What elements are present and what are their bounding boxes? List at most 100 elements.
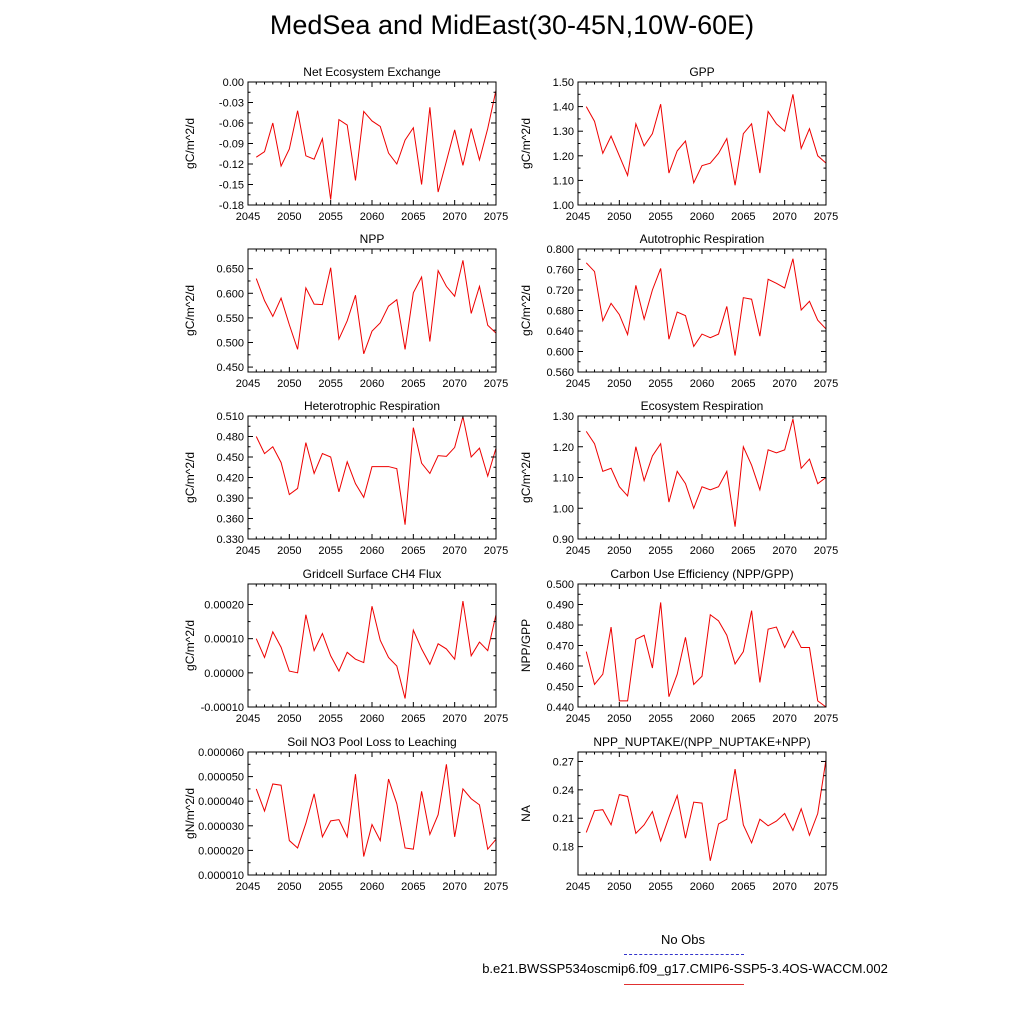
x-tick-label: 2075 xyxy=(484,713,508,725)
y-axis-label: NA xyxy=(519,805,533,822)
x-tick-label: 2050 xyxy=(607,378,631,390)
plot-frame xyxy=(247,583,497,708)
y-tick-label: -0.00010 xyxy=(201,702,244,714)
x-tick-label: 2065 xyxy=(731,545,755,557)
x-tick-label: 2060 xyxy=(690,378,714,390)
x-tick-label: 2070 xyxy=(442,378,466,390)
x-tick-label: 2050 xyxy=(607,211,631,223)
y-tick-label: 1.50 xyxy=(553,77,574,89)
x-tick-label: 2055 xyxy=(648,211,672,223)
x-tick-label: 2075 xyxy=(484,881,508,893)
x-tick-label: 2055 xyxy=(648,378,672,390)
y-tick-label: 0.00010 xyxy=(204,634,244,646)
y-tick-label: -0.03 xyxy=(219,98,244,110)
x-tick-label: 2070 xyxy=(772,881,796,893)
y-tick-label: 0.00020 xyxy=(204,600,244,612)
x-tick-label: 2065 xyxy=(401,881,425,893)
x-tick-label: 2070 xyxy=(442,545,466,557)
y-tick-label: 1.40 xyxy=(553,102,574,114)
panel-title: Net Ecosystem Exchange xyxy=(303,65,441,79)
x-tick-label: 2065 xyxy=(401,211,425,223)
plot-frame xyxy=(577,751,827,876)
x-tick-label: 2045 xyxy=(236,713,260,725)
y-tick-label: 0.650 xyxy=(216,264,244,276)
y-axis-label: gC/m^2/d xyxy=(519,285,533,336)
x-tick-label: 2065 xyxy=(731,881,755,893)
series-line xyxy=(585,418,827,527)
y-tick-label: 0.000010 xyxy=(198,870,244,882)
y-tick-label: 0.560 xyxy=(546,367,574,379)
y-tick-label: 0.27 xyxy=(553,756,574,768)
y-tick-label: 0.800 xyxy=(546,244,574,256)
y-tick-label: 0.420 xyxy=(216,473,244,485)
x-tick-label: 2055 xyxy=(648,881,672,893)
x-tick-label: 2060 xyxy=(690,881,714,893)
y-tick-label: 0.680 xyxy=(546,306,574,318)
x-tick-label: 2070 xyxy=(442,713,466,725)
x-tick-label: 2050 xyxy=(607,545,631,557)
panel-title: Autotrophic Respiration xyxy=(640,232,765,246)
y-tick-label: 0.00000 xyxy=(204,668,244,680)
series-line xyxy=(255,601,497,699)
y-axis-label: gC/m^2/d xyxy=(183,118,197,169)
x-tick-label: 2055 xyxy=(318,713,342,725)
x-tick-label: 2060 xyxy=(690,211,714,223)
x-tick-label: 2050 xyxy=(607,713,631,725)
y-tick-label: 0.760 xyxy=(546,265,574,277)
series-line xyxy=(255,764,497,857)
x-tick-label: 2055 xyxy=(648,713,672,725)
y-tick-label: 1.00 xyxy=(553,503,574,515)
y-axis-label: gC/m^2/d xyxy=(519,118,533,169)
panel-title: Soil NO3 Pool Loss to Leaching xyxy=(287,735,456,749)
y-tick-label: 0.21 xyxy=(553,813,574,825)
x-tick-label: 2045 xyxy=(566,378,590,390)
x-tick-label: 2065 xyxy=(401,378,425,390)
x-tick-label: 2055 xyxy=(318,211,342,223)
x-tick-label: 2075 xyxy=(814,211,838,223)
y-tick-label: 0.390 xyxy=(216,493,244,505)
x-tick-label: 2045 xyxy=(236,545,260,557)
x-tick-label: 2065 xyxy=(731,713,755,725)
panel-4: Autotrophic Respiration gC/m^2/d 2045 2050 2… xyxy=(519,232,838,390)
panel-6: Ecosystem Respiration gC/m^2/d 2045 2050 205… xyxy=(519,399,838,557)
panel-10: NPP_NUPTAKE/(NPP_NUPTAKE+NPP) NA 2045 2050 2… xyxy=(519,735,838,893)
x-tick-label: 2075 xyxy=(484,545,508,557)
panel-7: Gridcell Surface CH4 Flux gC/m^2/d 2045 205… xyxy=(183,567,508,725)
x-tick-label: 2075 xyxy=(814,713,838,725)
y-tick-label: 0.440 xyxy=(546,702,574,714)
x-tick-label: 2055 xyxy=(318,545,342,557)
y-tick-label: 0.000060 xyxy=(198,747,244,759)
x-tick-label: 2060 xyxy=(360,211,384,223)
y-tick-label: 1.30 xyxy=(553,126,574,138)
x-tick-label: 2065 xyxy=(731,211,755,223)
x-tick-label: 2050 xyxy=(277,713,301,725)
x-tick-label: 2050 xyxy=(277,545,301,557)
x-tick-label: 2050 xyxy=(277,211,301,223)
x-tick-label: 2045 xyxy=(236,211,260,223)
x-tick-label: 2055 xyxy=(648,545,672,557)
x-tick-label: 2045 xyxy=(566,211,590,223)
x-tick-label: 2075 xyxy=(814,378,838,390)
x-tick-label: 2075 xyxy=(484,211,508,223)
x-tick-label: 2070 xyxy=(772,713,796,725)
y-tick-label: 1.10 xyxy=(553,175,574,187)
plot-frame xyxy=(577,81,827,206)
panel-3: NPP gC/m^2/d 2045 2050 2055 2060 2065 2070 2075 0… xyxy=(183,232,508,390)
x-tick-label: 2045 xyxy=(236,378,260,390)
y-tick-label: 0.600 xyxy=(216,288,244,300)
y-tick-label: 0.00 xyxy=(223,77,244,89)
x-tick-label: 2055 xyxy=(318,378,342,390)
y-tick-label: 0.480 xyxy=(216,432,244,444)
x-tick-label: 2045 xyxy=(566,545,590,557)
y-tick-label: -0.15 xyxy=(219,180,244,192)
y-axis-label: NPP/GPP xyxy=(519,619,533,672)
x-tick-label: 2075 xyxy=(814,545,838,557)
x-tick-label: 2045 xyxy=(566,713,590,725)
x-tick-label: 2070 xyxy=(772,378,796,390)
x-tick-label: 2050 xyxy=(607,881,631,893)
x-tick-label: 2060 xyxy=(690,545,714,557)
x-tick-label: 2060 xyxy=(360,713,384,725)
x-tick-label: 2060 xyxy=(360,545,384,557)
x-tick-label: 2045 xyxy=(236,881,260,893)
